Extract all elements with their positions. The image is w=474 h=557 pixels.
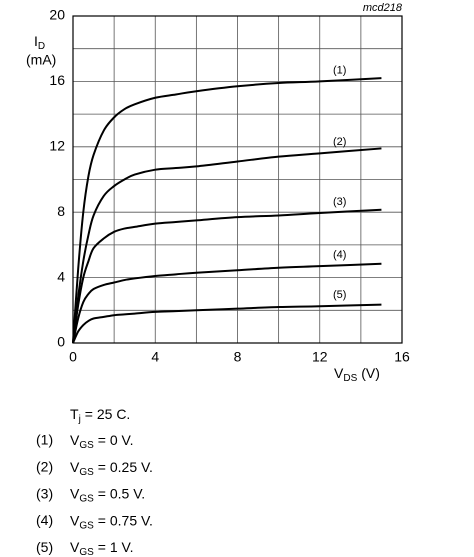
condition-text: = 0.25 V. bbox=[98, 459, 153, 475]
condition-sub: GS bbox=[79, 466, 94, 477]
condition-label: (4) bbox=[36, 512, 53, 528]
y-tick-label: 4 bbox=[57, 268, 65, 284]
y-tick-label: 20 bbox=[49, 7, 65, 23]
condition: VGS = 0 V. bbox=[70, 432, 133, 451]
temp-text: = 25 C. bbox=[85, 406, 131, 422]
condition: VGS = 0.75 V. bbox=[70, 512, 153, 531]
x-tick-label: 16 bbox=[394, 349, 410, 365]
condition-sub: GS bbox=[79, 493, 94, 504]
curve bbox=[72, 303, 382, 344]
x-tick-label: 8 bbox=[234, 349, 242, 365]
plot-frame bbox=[72, 15, 403, 344]
condition-sub: GS bbox=[79, 547, 94, 557]
condition-label: (3) bbox=[36, 485, 53, 501]
curve bbox=[72, 262, 382, 344]
curve-label: (1) bbox=[333, 64, 346, 76]
x-label-sub: DS bbox=[343, 373, 357, 384]
condition-text: = 0.5 V. bbox=[98, 485, 145, 501]
condition-label: (1) bbox=[36, 432, 53, 448]
condition-text: = 1 V. bbox=[98, 539, 134, 555]
condition-label: (2) bbox=[36, 459, 53, 475]
curve-label: (5) bbox=[333, 289, 346, 301]
curve-label: (2) bbox=[333, 136, 346, 148]
x-axis-label: VDS (V) bbox=[334, 365, 380, 384]
y-tick-label: 12 bbox=[49, 138, 65, 154]
condition-text: = 0 V. bbox=[98, 432, 134, 448]
condition-main: V bbox=[70, 432, 80, 448]
condition-sub: GS bbox=[79, 440, 94, 451]
temp-sub: j bbox=[78, 414, 81, 425]
x-tick-label: 4 bbox=[151, 349, 159, 365]
x-tick-label: 0 bbox=[69, 349, 77, 365]
figure-code: mcd218 bbox=[363, 2, 403, 14]
y-axis-unit: (mA) bbox=[26, 52, 56, 68]
x-label-main: V bbox=[334, 365, 344, 381]
y-label-main: I bbox=[34, 33, 38, 49]
curve-label: (4) bbox=[333, 249, 346, 261]
x-tick-label: 12 bbox=[312, 349, 328, 365]
curve bbox=[72, 208, 382, 344]
condition-sub: GS bbox=[79, 520, 94, 531]
condition-main: V bbox=[70, 539, 80, 555]
condition: VGS = 0.25 V. bbox=[70, 459, 153, 478]
condition-main: V bbox=[70, 512, 80, 528]
curve-label: (3) bbox=[333, 196, 346, 208]
condition-main: V bbox=[70, 459, 80, 475]
condition-main: V bbox=[70, 485, 80, 501]
y-tick-label: 8 bbox=[57, 203, 65, 219]
y-tick-label: 0 bbox=[57, 334, 65, 350]
condition-label: (5) bbox=[36, 539, 53, 555]
y-axis-label: ID bbox=[34, 33, 45, 52]
y-label-sub: D bbox=[38, 41, 45, 52]
condition-text: = 0.75 V. bbox=[98, 512, 153, 528]
x-label-unit: (V) bbox=[361, 365, 380, 381]
condition: VGS = 0.5 V. bbox=[70, 485, 145, 504]
temperature-note: Tj = 25 C. bbox=[70, 406, 130, 425]
y-tick-label: 16 bbox=[49, 72, 65, 88]
curve bbox=[72, 147, 382, 344]
temp-main: T bbox=[70, 406, 79, 422]
curve bbox=[72, 77, 382, 344]
condition: VGS = 1 V. bbox=[70, 539, 133, 557]
